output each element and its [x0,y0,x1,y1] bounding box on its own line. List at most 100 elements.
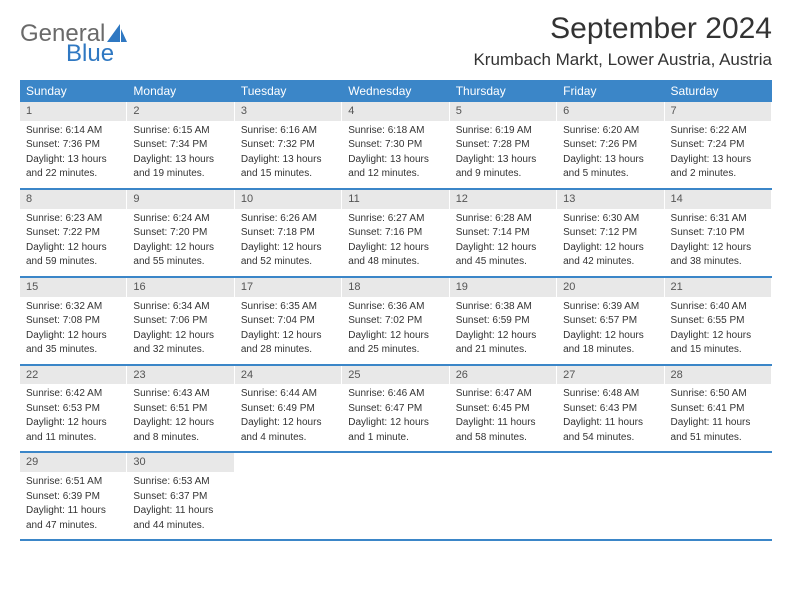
day-line: Sunset: 7:34 PM [133,138,227,152]
day-line: Daylight: 13 hours [133,153,227,167]
day-cell: 21Sunrise: 6:40 AMSunset: 6:55 PMDayligh… [665,278,772,364]
day-line: and 52 minutes. [241,255,335,269]
day-line: Sunrise: 6:19 AM [456,124,550,138]
day-line: Sunset: 6:39 PM [26,490,120,504]
day-number: 5 [450,102,556,121]
day-line: Sunset: 6:59 PM [456,314,550,328]
day-line: and 8 minutes. [133,431,227,445]
day-number: 15 [20,278,126,297]
day-line: Sunrise: 6:46 AM [348,387,442,401]
logo: General Blue [20,12,127,66]
day-number: 13 [557,190,663,209]
day-line: Sunrise: 6:35 AM [241,300,335,314]
empty-cell [342,453,449,539]
day-line: Daylight: 12 hours [133,416,227,430]
title-block: September 2024 Krumbach Markt, Lower Aus… [473,12,772,70]
day-cell: 19Sunrise: 6:38 AMSunset: 6:59 PMDayligh… [450,278,557,364]
day-number: 4 [342,102,448,121]
day-line: Sunset: 7:08 PM [26,314,120,328]
day-line: Sunrise: 6:53 AM [133,475,227,489]
day-cell: 17Sunrise: 6:35 AMSunset: 7:04 PMDayligh… [235,278,342,364]
day-line: Sunrise: 6:51 AM [26,475,120,489]
day-content: Sunrise: 6:40 AMSunset: 6:55 PMDaylight:… [665,297,771,364]
day-line: and 47 minutes. [26,519,120,533]
weekday-header: Monday [127,80,234,102]
day-content: Sunrise: 6:27 AMSunset: 7:16 PMDaylight:… [342,209,448,276]
day-number: 27 [557,366,663,385]
day-line: and 22 minutes. [26,167,120,181]
location-subtitle: Krumbach Markt, Lower Austria, Austria [473,50,772,70]
day-line: Sunset: 7:20 PM [133,226,227,240]
day-line: and 9 minutes. [456,167,550,181]
day-number: 3 [235,102,341,121]
day-line: and 55 minutes. [133,255,227,269]
day-line: and 59 minutes. [26,255,120,269]
day-content: Sunrise: 6:50 AMSunset: 6:41 PMDaylight:… [665,384,771,451]
week-row: 8Sunrise: 6:23 AMSunset: 7:22 PMDaylight… [20,190,772,278]
day-line: Daylight: 13 hours [348,153,442,167]
day-number: 28 [665,366,771,385]
day-content: Sunrise: 6:39 AMSunset: 6:57 PMDaylight:… [557,297,663,364]
week-row: 15Sunrise: 6:32 AMSunset: 7:08 PMDayligh… [20,278,772,366]
day-line: Sunset: 6:53 PM [26,402,120,416]
day-line: Sunset: 7:02 PM [348,314,442,328]
day-line: Sunset: 7:24 PM [671,138,765,152]
day-content: Sunrise: 6:43 AMSunset: 6:51 PMDaylight:… [127,384,233,451]
day-line: Daylight: 11 hours [26,504,120,518]
day-line: Sunrise: 6:39 AM [563,300,657,314]
day-line: Daylight: 12 hours [241,329,335,343]
day-content: Sunrise: 6:22 AMSunset: 7:24 PMDaylight:… [665,121,771,188]
day-line: and 45 minutes. [456,255,550,269]
day-cell: 16Sunrise: 6:34 AMSunset: 7:06 PMDayligh… [127,278,234,364]
day-line: Daylight: 12 hours [348,241,442,255]
day-cell: 10Sunrise: 6:26 AMSunset: 7:18 PMDayligh… [235,190,342,276]
day-cell: 5Sunrise: 6:19 AMSunset: 7:28 PMDaylight… [450,102,557,188]
day-content: Sunrise: 6:44 AMSunset: 6:49 PMDaylight:… [235,384,341,451]
day-content: Sunrise: 6:18 AMSunset: 7:30 PMDaylight:… [342,121,448,188]
day-line: and 11 minutes. [26,431,120,445]
day-number: 19 [450,278,556,297]
day-cell: 22Sunrise: 6:42 AMSunset: 6:53 PMDayligh… [20,366,127,452]
day-line: Sunset: 6:49 PM [241,402,335,416]
day-line: Sunrise: 6:40 AM [671,300,765,314]
day-line: and 4 minutes. [241,431,335,445]
day-cell: 14Sunrise: 6:31 AMSunset: 7:10 PMDayligh… [665,190,772,276]
day-line: Daylight: 13 hours [563,153,657,167]
weekday-header-row: SundayMondayTuesdayWednesdayThursdayFrid… [20,80,772,102]
day-number: 2 [127,102,233,121]
calendar-body: 1Sunrise: 6:14 AMSunset: 7:36 PMDaylight… [20,102,772,541]
day-cell: 28Sunrise: 6:50 AMSunset: 6:41 PMDayligh… [665,366,772,452]
day-line: Sunset: 7:32 PM [241,138,335,152]
week-row: 22Sunrise: 6:42 AMSunset: 6:53 PMDayligh… [20,366,772,454]
day-line: Sunset: 6:45 PM [456,402,550,416]
day-line: Daylight: 12 hours [348,329,442,343]
day-line: Daylight: 12 hours [133,241,227,255]
day-line: Daylight: 12 hours [241,241,335,255]
day-content: Sunrise: 6:19 AMSunset: 7:28 PMDaylight:… [450,121,556,188]
day-line: and 15 minutes. [671,343,765,357]
day-line: Sunset: 6:43 PM [563,402,657,416]
day-line: Daylight: 11 hours [456,416,550,430]
day-number: 18 [342,278,448,297]
month-title: September 2024 [473,12,772,46]
day-line: Sunset: 6:41 PM [671,402,765,416]
day-line: Sunset: 6:37 PM [133,490,227,504]
day-line: Sunrise: 6:20 AM [563,124,657,138]
day-line: Sunrise: 6:14 AM [26,124,120,138]
weekday-header: Tuesday [235,80,342,102]
day-line: Daylight: 12 hours [563,329,657,343]
day-line: and 2 minutes. [671,167,765,181]
day-line: Sunrise: 6:30 AM [563,212,657,226]
day-cell: 20Sunrise: 6:39 AMSunset: 6:57 PMDayligh… [557,278,664,364]
day-line: Daylight: 12 hours [26,241,120,255]
day-content: Sunrise: 6:53 AMSunset: 6:37 PMDaylight:… [127,472,233,539]
day-line: Sunrise: 6:43 AM [133,387,227,401]
day-line: Daylight: 12 hours [671,241,765,255]
day-cell: 6Sunrise: 6:20 AMSunset: 7:26 PMDaylight… [557,102,664,188]
day-content: Sunrise: 6:51 AMSunset: 6:39 PMDaylight:… [20,472,126,539]
day-line: and 19 minutes. [133,167,227,181]
day-line: Daylight: 13 hours [241,153,335,167]
day-cell: 8Sunrise: 6:23 AMSunset: 7:22 PMDaylight… [20,190,127,276]
day-cell: 7Sunrise: 6:22 AMSunset: 7:24 PMDaylight… [665,102,772,188]
day-line: Sunrise: 6:27 AM [348,212,442,226]
